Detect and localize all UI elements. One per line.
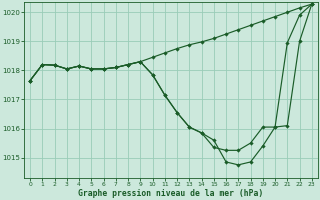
X-axis label: Graphe pression niveau de la mer (hPa): Graphe pression niveau de la mer (hPa) <box>78 189 264 198</box>
